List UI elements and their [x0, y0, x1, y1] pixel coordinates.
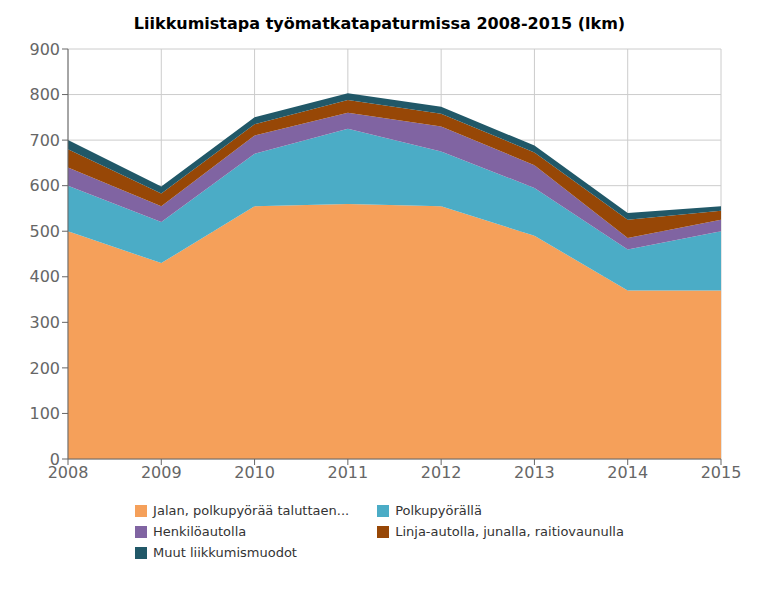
svg-text:600: 600: [29, 176, 60, 195]
svg-text:700: 700: [29, 131, 60, 150]
svg-text:2014: 2014: [607, 463, 648, 482]
html-text:Linja-autolla, junalla, raitio: Linja-autolla, junalla, raitiovaunulla: [395, 524, 624, 539]
svg-text:100: 100: [29, 404, 60, 423]
svg-text:2010: 2010: [234, 463, 275, 482]
svg-text:2015: 2015: [701, 463, 742, 482]
svg-text:900: 900: [29, 40, 60, 59]
html-text:Polkupyörällä: Polkupyörällä: [395, 503, 482, 518]
html-text:Muut liikkumismuodot: Muut liikkumismuodot: [153, 545, 297, 560]
svg-text:400: 400: [29, 267, 60, 286]
html-text:Henkilöautolla: Henkilöautolla: [153, 524, 247, 539]
svg-text:2012: 2012: [421, 463, 462, 482]
svg-text:200: 200: [29, 359, 60, 378]
html-text:Liikkumistapa työmatkatapaturm: Liikkumistapa työmatkatapaturmissa 2008-…: [133, 14, 626, 33]
svg-text:300: 300: [29, 313, 60, 332]
html-text:Jalan, polkupyörää taluttaen..: Jalan, polkupyörää taluttaen...: [153, 503, 350, 518]
svg-text:2013: 2013: [514, 463, 555, 482]
svg-text:800: 800: [29, 85, 60, 104]
svg-text:2011: 2011: [327, 463, 368, 482]
svg-text:2008: 2008: [47, 463, 89, 483]
svg-text:500: 500: [29, 222, 60, 241]
svg-text:2009: 2009: [141, 463, 182, 482]
svg-text:0: 0: [50, 450, 60, 469]
